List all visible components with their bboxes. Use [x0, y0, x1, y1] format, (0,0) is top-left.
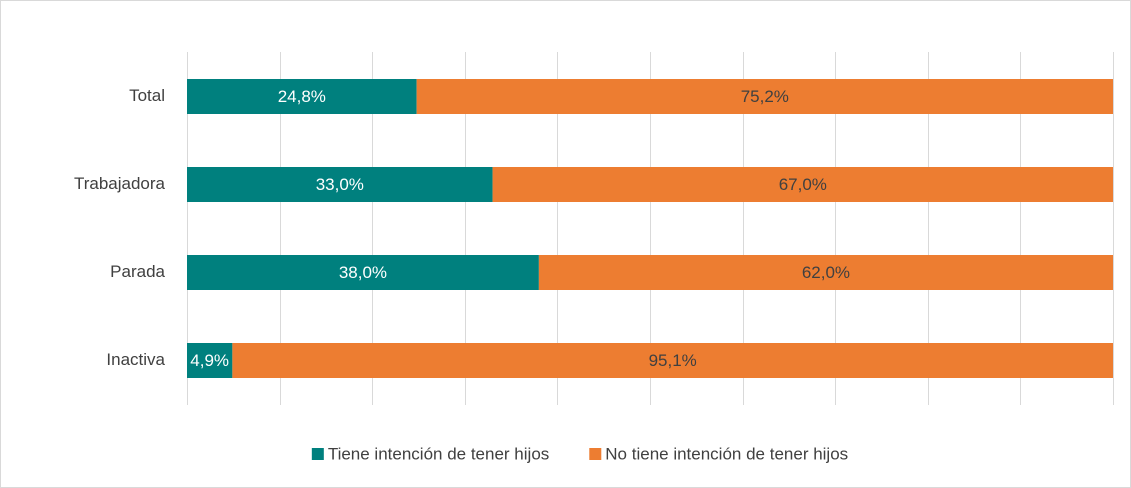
- data-label: 33,0%: [316, 175, 364, 194]
- data-label: 24,8%: [278, 87, 326, 106]
- legend-label: No tiene intención de tener hijos: [605, 444, 848, 463]
- legend-swatch: [311, 448, 324, 460]
- bar-segment: [492, 167, 1114, 202]
- data-label: 95,1%: [649, 351, 697, 370]
- bar-segment: [187, 343, 233, 378]
- bar-segment: [187, 167, 493, 202]
- data-label: 4,9%: [190, 351, 229, 370]
- bar-segment: [416, 79, 1113, 114]
- data-label: 38,0%: [339, 263, 387, 282]
- y-tick-label: Total: [129, 86, 165, 105]
- legend-label: Tiene intención de tener hijos: [328, 444, 549, 463]
- data-label: 75,2%: [741, 87, 789, 106]
- bar-segment: [187, 255, 539, 290]
- bar-segment: [538, 255, 1113, 290]
- data-label: 62,0%: [802, 263, 850, 282]
- legend-swatch: [589, 448, 602, 460]
- bar-segment: [232, 343, 1113, 378]
- bar-segment: [187, 79, 417, 114]
- data-label: 67,0%: [779, 175, 827, 194]
- y-tick-label: Trabajadora: [74, 174, 166, 193]
- y-tick-label: Inactiva: [106, 350, 165, 369]
- y-tick-label: Parada: [110, 262, 165, 281]
